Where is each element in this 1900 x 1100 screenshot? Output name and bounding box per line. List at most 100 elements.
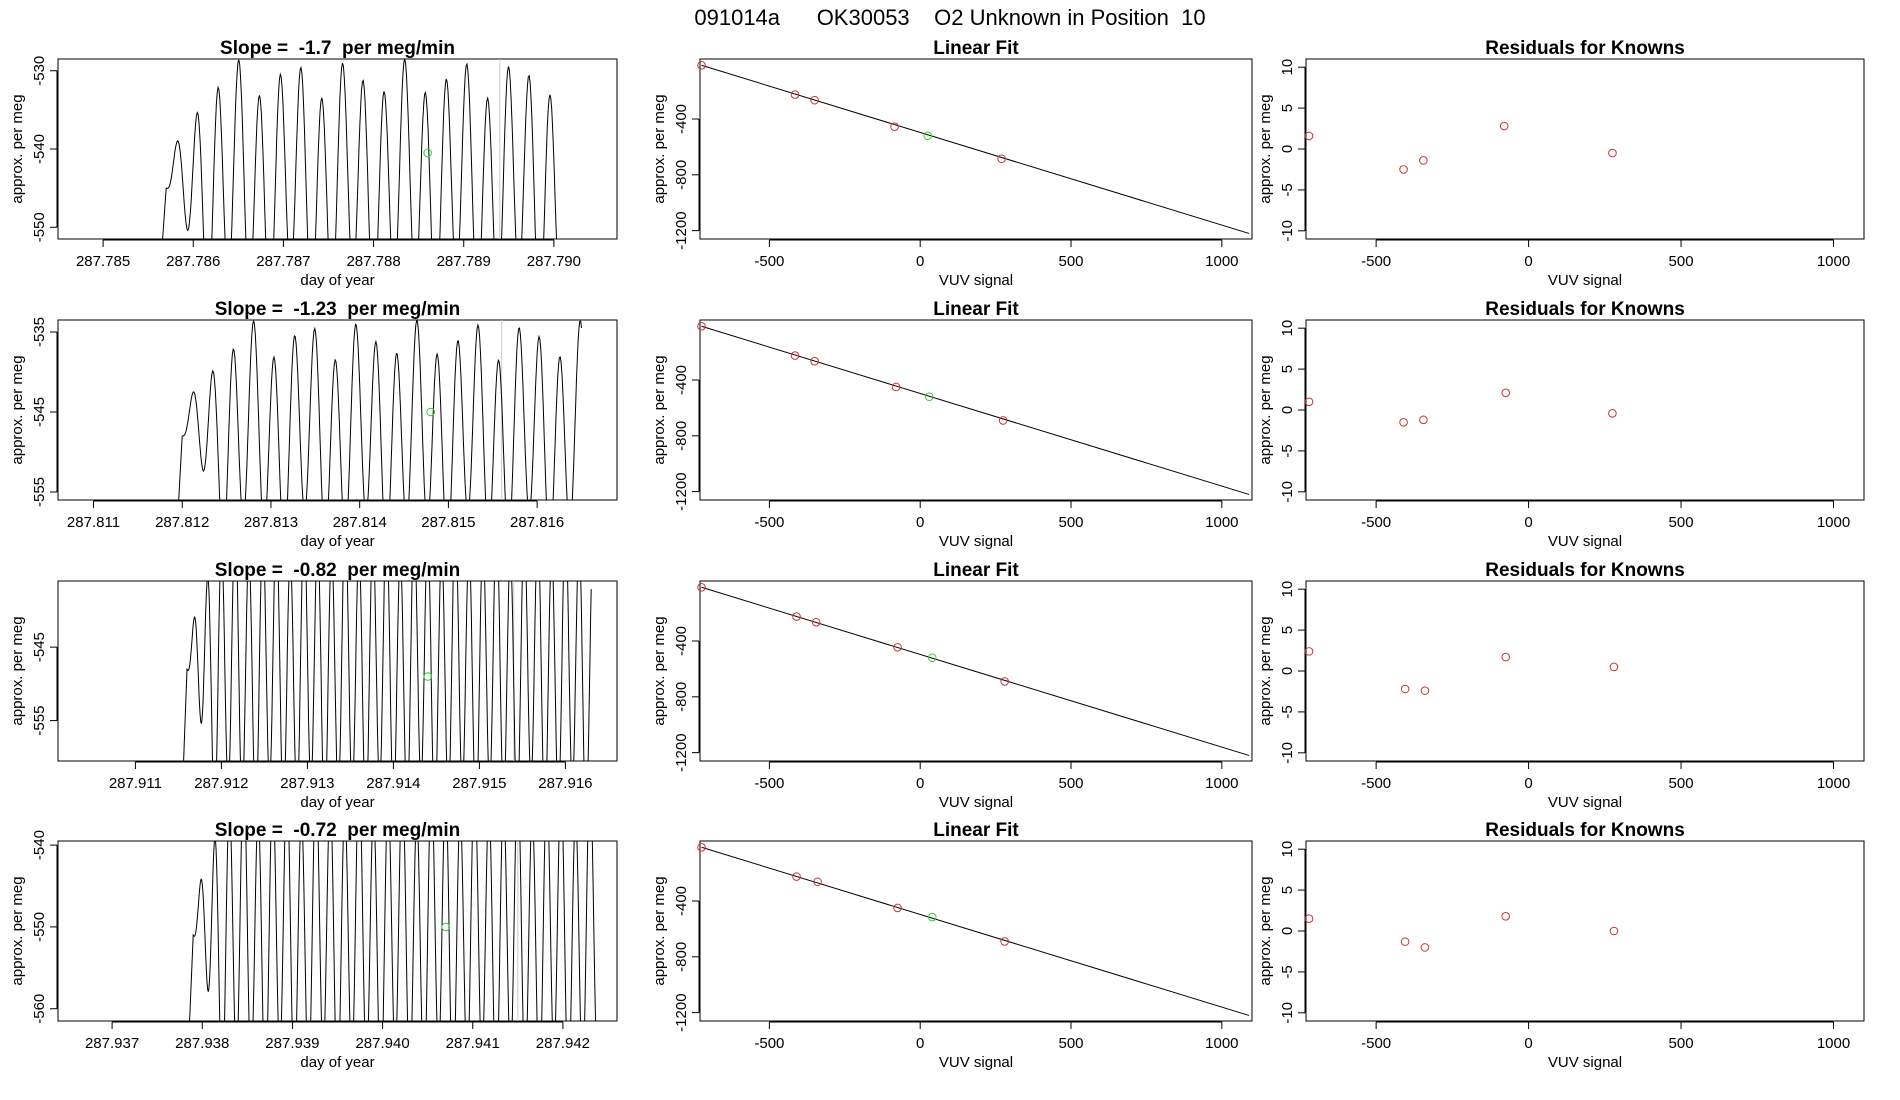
known-point: [813, 877, 822, 887]
unknown-point: [927, 653, 937, 663]
x-tick-label: 0: [1524, 253, 1532, 270]
known-point: [1400, 684, 1410, 694]
y-tick-label: 10: [1279, 320, 1296, 337]
y-tick-label: -1200: [673, 733, 690, 771]
known-point: [697, 60, 706, 70]
known-point: [1501, 911, 1511, 921]
x-axis-label: day of year: [300, 794, 374, 811]
signal-trace: [58, 320, 582, 500]
x-tick-label: 287.915: [452, 775, 506, 792]
unknown-point: [423, 672, 433, 681]
known-point: [1000, 677, 1009, 686]
unknown-point: [924, 392, 934, 402]
y-tick-label: -550: [31, 212, 48, 242]
x-tick-label: 0: [1524, 775, 1532, 792]
x-tick-label: -500: [1361, 775, 1391, 792]
chart-title: Residuals for Knowns: [1485, 820, 1685, 841]
y-tick-label: -5: [1279, 965, 1296, 978]
chart-3: Residuals for Knowns -500 0 500 1000 VUV sign…: [1257, 38, 1865, 289]
signal-trace: [58, 59, 558, 239]
y-axis-label: approx. per meg: [651, 876, 668, 985]
known-point: [891, 382, 901, 392]
chart-5: Linear Fit -500 0 500 1000 VUV signal -1200 -80…: [651, 299, 1253, 550]
chart-title: Linear Fit: [933, 560, 1019, 581]
x-tick-label: 287.911: [109, 775, 162, 792]
page-title: 091014a OK30053 O2 Unknown in Position 1…: [694, 5, 1205, 30]
x-tick-label: 287.814: [333, 514, 387, 531]
chart-10: Slope = -0.72 per meg/min 287.937 287.938 2…: [9, 820, 618, 1071]
x-axis-label: day of year: [300, 1054, 374, 1071]
x-tick-label: 1000: [1205, 514, 1238, 531]
known-point: [1400, 937, 1410, 946]
y-tick-label: -1200: [673, 211, 690, 249]
y-tick-label: 0: [1279, 406, 1296, 414]
known-point: [697, 582, 706, 592]
x-tick-label: 0: [916, 514, 924, 531]
y-axis-label: approx. per meg: [651, 616, 668, 725]
x-axis-label: VUV signal: [939, 533, 1013, 550]
known-point: [1419, 156, 1428, 165]
fit-line: [701, 586, 1250, 756]
y-tick-label: -5: [1279, 183, 1296, 196]
x-tick-label: 500: [1669, 775, 1694, 792]
signal-trace: [58, 581, 592, 761]
known-point: [810, 356, 819, 366]
x-tick-label: 287.788: [346, 253, 400, 270]
x-tick-label: 287.811: [67, 514, 120, 531]
y-axis-label: approx. per meg: [1257, 876, 1274, 985]
y-tick-label: -10: [1279, 742, 1296, 764]
x-tick-label: 287.785: [76, 253, 130, 270]
known-point: [810, 95, 819, 105]
x-tick-label: 500: [1059, 775, 1084, 792]
unknown-point: [923, 131, 933, 141]
chart-9: Residuals for Knowns -500 0 500 1000 VUV sign…: [1257, 560, 1865, 811]
y-axis-label: approx. per meg: [1257, 355, 1274, 464]
y-tick-label: -5: [1279, 705, 1296, 718]
x-tick-label: 287.916: [538, 775, 592, 792]
chart-7: Slope = -0.82 per meg/min 287.911 287.912 2…: [9, 560, 618, 811]
x-tick-label: 1000: [1205, 1035, 1238, 1052]
x-tick-label: 287.816: [510, 514, 564, 531]
y-tick-label: -555: [31, 706, 48, 736]
x-tick-label: 287.787: [256, 253, 310, 270]
x-tick-label: 287.813: [244, 514, 298, 531]
chart-1: Slope = -1.7 per meg/min 287.785 287.786 28…: [9, 38, 618, 289]
chart-4: Slope = -1.23 per meg/min 287.811 287.812 2…: [9, 299, 618, 550]
x-tick-label: 287.938: [175, 1035, 229, 1052]
y-tick-label: 0: [1279, 927, 1296, 935]
y-tick-label: 10: [1279, 581, 1296, 598]
x-tick-label: 500: [1669, 514, 1694, 531]
plot-frame: [57, 580, 618, 762]
x-tick-label: -500: [1361, 253, 1391, 270]
unknown-point: [441, 922, 450, 932]
x-tick-label: 287.786: [166, 253, 220, 270]
x-tick-label: -500: [754, 1035, 784, 1052]
y-axis-label: approx. per meg: [9, 876, 26, 985]
y-tick-label: -400: [673, 626, 690, 656]
y-axis-label: approx. per meg: [9, 616, 26, 725]
known-point: [893, 903, 902, 913]
x-tick-label: 1000: [1817, 775, 1850, 792]
chart-title: Slope = -1.7 per meg/min: [220, 38, 455, 59]
plot-frame: [699, 58, 1253, 240]
known-point: [792, 872, 801, 881]
x-tick-label: 500: [1669, 1035, 1694, 1052]
y-axis-label: approx. per meg: [1257, 616, 1274, 725]
known-point: [790, 351, 800, 360]
x-tick-label: 287.789: [437, 253, 491, 270]
x-tick-label: 287.812: [155, 514, 209, 531]
known-point: [1420, 686, 1430, 695]
x-tick-label: 1000: [1817, 253, 1850, 270]
y-tick-label: -535: [31, 317, 48, 347]
x-tick-label: 287.939: [265, 1035, 319, 1052]
x-tick-label: 287.940: [355, 1035, 409, 1052]
y-tick-label: 0: [1279, 145, 1296, 153]
x-tick-label: 500: [1059, 253, 1084, 270]
known-point: [1501, 652, 1511, 662]
y-tick-label: -400: [673, 104, 690, 134]
plot-frame: [1305, 319, 1865, 501]
x-tick-label: 1000: [1205, 253, 1238, 270]
known-point: [1399, 165, 1408, 174]
chart-title: Linear Fit: [933, 38, 1019, 59]
